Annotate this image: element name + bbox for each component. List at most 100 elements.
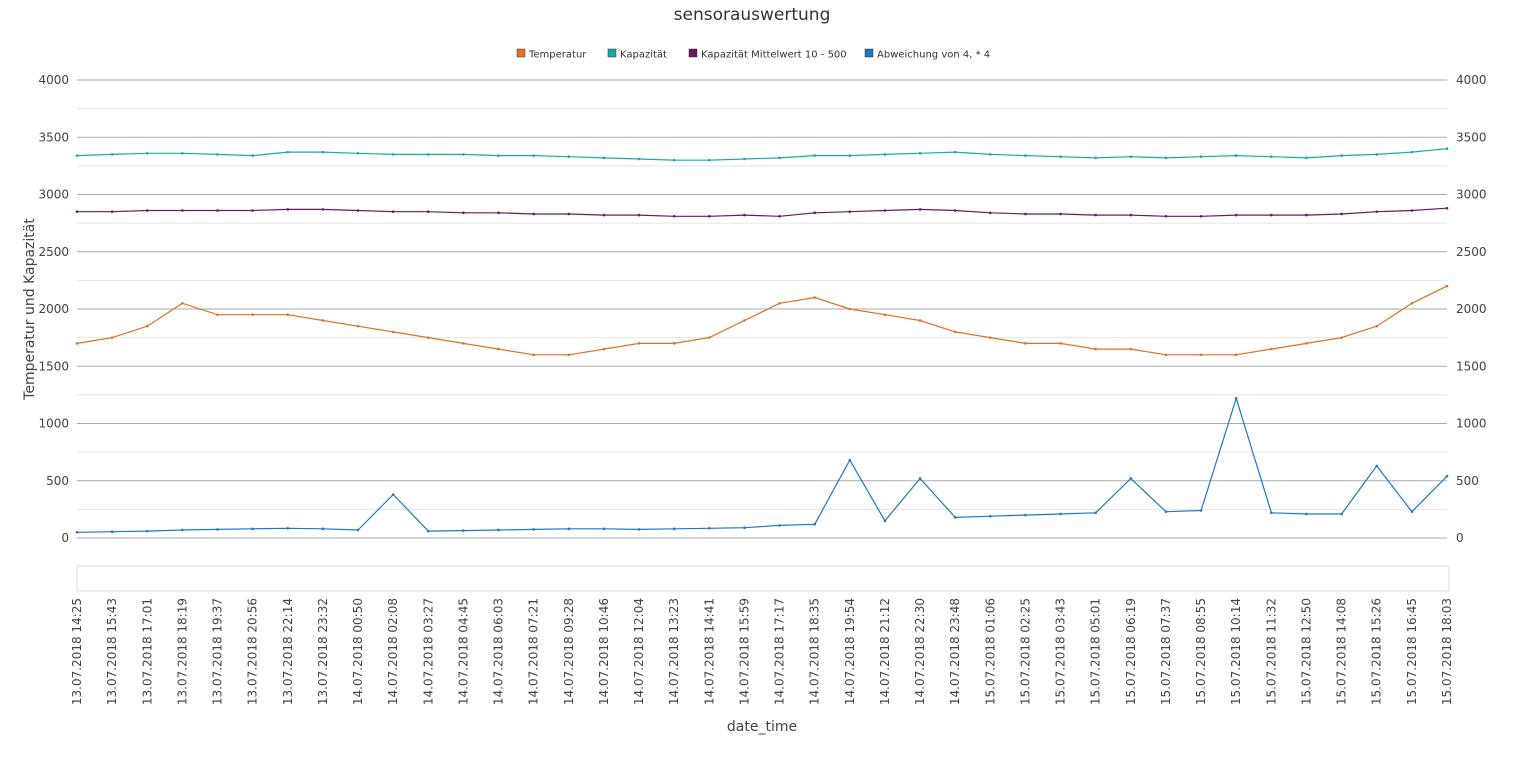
data-point xyxy=(1094,511,1098,515)
data-point xyxy=(1199,509,1203,512)
x-tick-label: 14.07.2018 18:35 xyxy=(808,598,822,705)
x-tick-label: 15.07.2018 16:45 xyxy=(1405,598,1419,705)
data-point xyxy=(883,209,887,212)
series-line xyxy=(76,285,1448,356)
data-point xyxy=(1375,324,1379,328)
y-tick-label-left: 1500 xyxy=(38,359,69,373)
data-point xyxy=(251,313,254,317)
data-point xyxy=(1059,342,1062,345)
data-point xyxy=(602,527,606,531)
data-point xyxy=(778,524,781,527)
x-tick-label: 14.07.2018 15:59 xyxy=(737,598,751,705)
x-tick-label: 14.07.2018 19:54 xyxy=(843,598,857,705)
y-axis-right: 0 500 1000 1500 2000 2500 3000 3500 4000 xyxy=(1456,73,1487,545)
data-point xyxy=(391,153,395,156)
series-line xyxy=(77,207,1448,217)
data-point xyxy=(953,330,957,334)
data-point xyxy=(1024,212,1027,216)
data-point xyxy=(1024,513,1027,517)
data-point xyxy=(145,209,149,212)
x-tick-label: 15.07.2018 07:37 xyxy=(1159,598,1173,705)
data-point xyxy=(1199,353,1203,357)
data-point xyxy=(1340,512,1343,516)
data-point xyxy=(1094,347,1098,351)
data-point xyxy=(286,526,290,530)
x-tick-label: 13.07.2018 15:43 xyxy=(105,598,119,705)
x-tick-label: 14.07.2018 10:46 xyxy=(597,598,611,705)
data-point xyxy=(1234,397,1238,400)
x-tick-label: 15.07.2018 15:26 xyxy=(1370,598,1384,705)
data-point xyxy=(181,151,184,155)
legend-label: Abweichung von 4, * 4 xyxy=(877,50,990,61)
x-tick-label: 14.07.2018 22:30 xyxy=(913,598,927,705)
data-point xyxy=(1234,213,1238,217)
data-point xyxy=(848,307,852,311)
y-tick-label-left: 3500 xyxy=(38,130,69,144)
y-tick-label-right: 3500 xyxy=(1456,130,1487,144)
legend-swatch xyxy=(864,48,874,58)
data-point xyxy=(110,530,114,534)
data-point xyxy=(1445,147,1449,150)
data-point xyxy=(637,342,641,345)
data-point xyxy=(321,208,325,211)
data-point xyxy=(1375,210,1379,213)
range-navigator[interactable] xyxy=(76,565,1450,592)
data-point xyxy=(426,153,430,156)
y-tick-label-left: 500 xyxy=(46,474,69,488)
data-point xyxy=(356,324,360,328)
x-tick-label: 15.07.2018 12:50 xyxy=(1299,598,1313,705)
data-point xyxy=(321,319,325,322)
data-point xyxy=(1305,213,1308,217)
data-point xyxy=(567,155,571,159)
data-point xyxy=(1305,512,1308,516)
data-point xyxy=(145,529,149,533)
x-tick-label: 14.07.2018 02:08 xyxy=(386,598,400,705)
data-point xyxy=(321,527,325,531)
data-point xyxy=(181,209,184,212)
data-point xyxy=(1305,156,1308,160)
data-point xyxy=(145,151,149,155)
y-tick-label-right: 500 xyxy=(1456,474,1479,488)
data-point xyxy=(391,330,395,334)
legend-label: Kapazität Mittelwert 10 - 500 xyxy=(701,50,847,61)
data-point xyxy=(989,336,992,339)
data-point xyxy=(672,527,676,531)
data-point xyxy=(813,211,816,215)
legend-swatch xyxy=(607,48,617,58)
legend-swatch xyxy=(688,48,698,58)
data-point xyxy=(708,158,711,162)
x-tick-label: 15.07.2018 11:32 xyxy=(1264,598,1278,705)
x-axis-label: date_time xyxy=(727,719,797,735)
chart-title: sensorauswertung xyxy=(674,5,831,25)
data-point xyxy=(1340,336,1343,339)
data-point xyxy=(672,214,676,218)
gridlines xyxy=(77,79,1447,539)
data-point xyxy=(1445,284,1449,288)
data-point xyxy=(462,342,465,345)
legend-label: Kapazität xyxy=(620,50,667,61)
data-point xyxy=(1340,212,1343,216)
legend-label: Temperatur xyxy=(528,50,587,61)
data-point xyxy=(918,208,922,211)
y-tick-label-right: 1500 xyxy=(1456,359,1487,373)
x-tick-label: 14.07.2018 09:28 xyxy=(562,598,576,705)
data-point xyxy=(391,210,395,213)
data-point xyxy=(1129,155,1133,159)
data-point xyxy=(216,153,219,156)
data-point xyxy=(75,210,79,213)
data-point xyxy=(1059,212,1062,216)
legend: Temperatur Kapazität Kapazität Mittelwert … xyxy=(516,48,990,61)
data-point xyxy=(391,493,395,496)
data-point xyxy=(1234,154,1238,157)
x-tick-label: 13.07.2018 19:37 xyxy=(211,598,225,705)
data-point xyxy=(1410,150,1414,154)
data-point xyxy=(602,213,606,217)
data-point xyxy=(75,530,79,534)
data-point xyxy=(813,296,816,299)
data-point xyxy=(1270,155,1273,159)
series-line xyxy=(76,148,1448,161)
data-point xyxy=(286,150,290,154)
data-point xyxy=(918,151,922,155)
data-point xyxy=(181,301,184,305)
data-point xyxy=(743,526,746,529)
